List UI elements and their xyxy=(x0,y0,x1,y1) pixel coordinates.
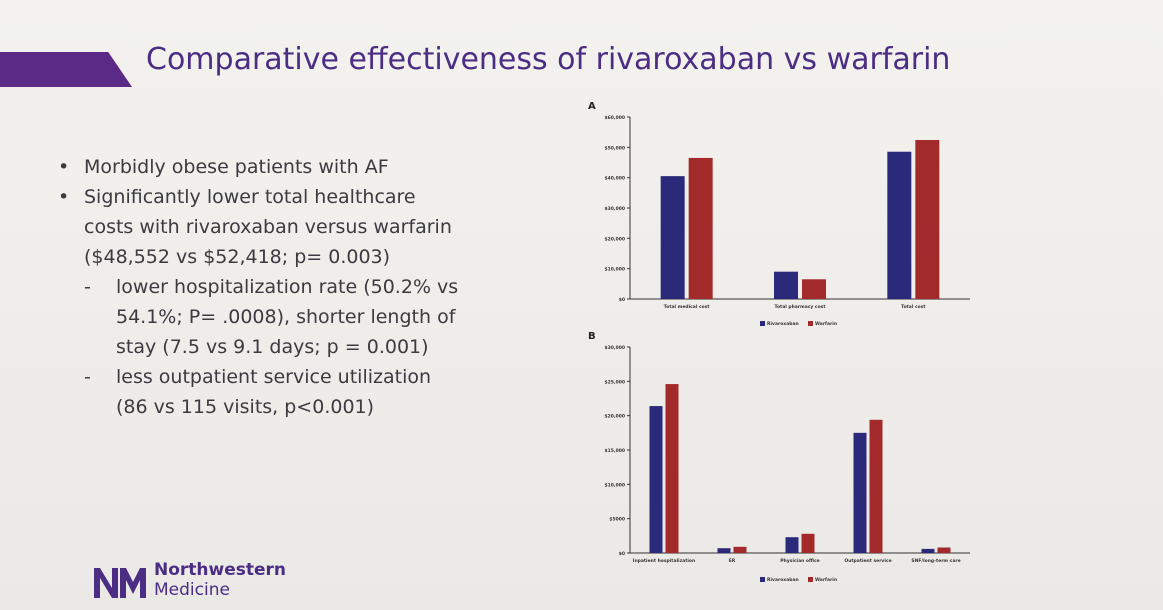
bar-warfarin xyxy=(801,533,815,553)
bar-warfarin xyxy=(915,139,940,299)
bullet-dot: • xyxy=(58,186,70,208)
x-tick-label: SNF/long-term care xyxy=(911,558,960,564)
y-tick-label: $0 xyxy=(619,297,625,303)
y-tick-label: $10,000 xyxy=(605,267,626,273)
sub-bullet-line: 54.1%; P= .0008), shorter length of xyxy=(116,306,456,328)
bar-rivaroxaban xyxy=(649,406,663,553)
bar-rivaroxaban xyxy=(774,271,798,299)
y-tick-label: $0 xyxy=(619,551,625,557)
bar-warfarin xyxy=(937,547,951,553)
bar-warfarin xyxy=(869,419,883,553)
logo-text-northwestern: Northwestern xyxy=(154,560,287,580)
legend-label: Rivaroxaban xyxy=(767,577,799,583)
y-tick-label: $50,000 xyxy=(605,145,626,151)
y-tick-label: $20,000 xyxy=(605,236,626,242)
bullet-list: • Morbidly obese patients with AF • Sign… xyxy=(58,152,528,422)
bar-rivaroxaban xyxy=(887,151,912,299)
bullet-item: • Morbidly obese patients with AF xyxy=(58,152,528,182)
x-tick-label: Physician office xyxy=(780,558,820,564)
bar-warfarin xyxy=(688,157,713,299)
title-accent-bar xyxy=(0,52,132,87)
bullet-item: • Significantly lower total healthcare c… xyxy=(58,182,528,272)
chart-panel-b: B $0 $5000 $10,000 $15,000 $20,000 $25,000 $30,… xyxy=(588,331,970,583)
panel-label: B xyxy=(588,331,596,342)
panel-label: A xyxy=(588,101,596,112)
y-tick-label: $40,000 xyxy=(605,176,626,182)
y-tick-label: $25,000 xyxy=(605,379,626,385)
sub-bullet-item: - lower hospitalization rate (50.2% vs 5… xyxy=(58,272,528,362)
legend-swatch xyxy=(808,321,813,326)
legend-label: Warfarin xyxy=(815,577,837,583)
bar-rivaroxaban xyxy=(921,548,935,553)
bar-rivaroxaban xyxy=(717,548,731,553)
x-tick-label: ER xyxy=(729,558,736,564)
sub-bullet-dash: - xyxy=(84,276,91,298)
y-tick-label: $5000 xyxy=(609,517,625,523)
legend-swatch xyxy=(760,577,765,582)
bullet-line: costs with rivaroxaban versus warfarin xyxy=(84,216,452,238)
y-tick-label: $30,000 xyxy=(605,345,626,351)
bar-rivaroxaban xyxy=(853,432,867,553)
sub-bullet-line: (86 vs 115 visits, p<0.001) xyxy=(116,396,375,418)
bar-rivaroxaban xyxy=(785,537,799,553)
sub-bullet-line: lower hospitalization rate (50.2% vs xyxy=(116,276,459,298)
y-tick-label: $15,000 xyxy=(605,448,626,454)
x-tick-label: Inpatient hospitalization xyxy=(633,558,695,564)
y-tick-label: $60,000 xyxy=(605,115,626,121)
legend-swatch xyxy=(808,577,813,582)
bar-warfarin xyxy=(665,384,679,553)
x-tick-label: Total pharmacy cost xyxy=(774,304,826,310)
logo-text-medicine: Medicine xyxy=(154,580,230,600)
y-tick-label: $10,000 xyxy=(605,482,626,488)
x-tick-label: Total cost xyxy=(901,304,926,310)
bullet-dot: • xyxy=(58,156,70,178)
legend-label: Rivaroxaban xyxy=(767,321,799,327)
chart-panel-a: A $0 $10,000 $20,000 $30,000 $40,000 $50,000 $6… xyxy=(588,101,970,327)
sub-bullet-line: stay (7.5 vs 9.1 days; p = 0.001) xyxy=(116,336,429,358)
x-tick-label: Outpatient service xyxy=(844,558,891,564)
legend-label: Warfarin xyxy=(815,321,837,327)
nm-logo-icon xyxy=(94,568,146,598)
sub-bullet-dash: - xyxy=(84,366,91,388)
bar-rivaroxaban xyxy=(660,176,685,299)
bullet-line: Significantly lower total healthcare xyxy=(84,186,416,208)
y-tick-label: $20,000 xyxy=(605,414,626,420)
bar-warfarin xyxy=(802,279,826,299)
bar-warfarin xyxy=(733,546,747,553)
legend-swatch xyxy=(760,321,765,326)
x-tick-label: Total medical cost xyxy=(664,304,711,310)
y-tick-label: $30,000 xyxy=(605,206,626,212)
sub-bullet-line: less outpatient service utilization xyxy=(116,366,432,388)
sub-bullet-item: - less outpatient service utilization (8… xyxy=(58,362,528,422)
slide-title: Comparative effectiveness of rivaroxaban… xyxy=(146,42,951,77)
bullet-line: ($48,552 vs $52,418; p= 0.003) xyxy=(84,246,391,268)
bullet-text: Morbidly obese patients with AF xyxy=(84,156,389,178)
